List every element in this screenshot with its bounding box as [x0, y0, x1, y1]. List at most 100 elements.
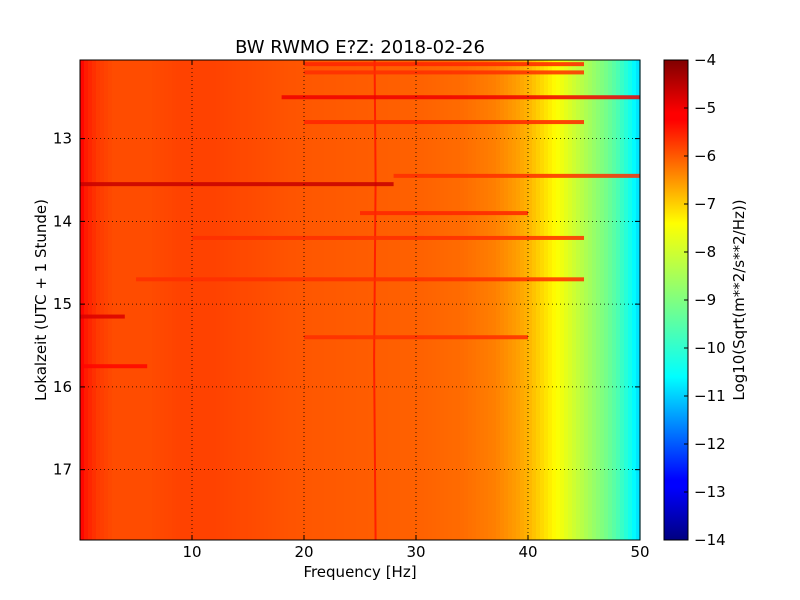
- heatmap-column: [316, 60, 321, 540]
- heatmap-band: [304, 335, 528, 340]
- heatmap-column: [152, 60, 157, 540]
- heatmap-column: [328, 60, 333, 540]
- heatmap-column: [496, 60, 501, 540]
- heatmap-column: [460, 60, 465, 540]
- heatmap-column: [100, 60, 105, 540]
- heatmap-column: [380, 60, 385, 540]
- heatmap-column: [140, 60, 145, 540]
- heatmap-column: [600, 60, 605, 540]
- heatmap-column: [356, 60, 361, 540]
- heatmap-column: [256, 60, 261, 540]
- colorbar-tick-label: −5: [694, 99, 716, 117]
- heatmap-column: [288, 60, 293, 540]
- heatmap-band: [304, 120, 584, 125]
- heatmap-column: [564, 60, 569, 540]
- heatmap-column: [216, 60, 221, 540]
- heatmap-column: [144, 60, 149, 540]
- heatmap-column: [472, 60, 477, 540]
- heatmap-column: [180, 60, 185, 540]
- heatmap-column: [588, 60, 593, 540]
- heatmap-column: [464, 60, 469, 540]
- colorbar-tick-label: −10: [694, 339, 726, 357]
- heatmap-column: [156, 60, 161, 540]
- heatmap-column: [524, 60, 529, 540]
- heatmap-column: [120, 60, 125, 540]
- heatmap-column: [88, 60, 93, 540]
- heatmap-column: [112, 60, 117, 540]
- y-axis-label: Lokalzeit (UTC + 1 Stunde): [32, 199, 50, 401]
- heatmap-band: [80, 182, 394, 187]
- heatmap-column: [500, 60, 505, 540]
- heatmap-column: [236, 60, 241, 540]
- heatmap-column: [272, 60, 277, 540]
- heatmap-column: [416, 60, 421, 540]
- y-tick-label: 16: [53, 378, 72, 396]
- heatmap-column: [96, 60, 101, 540]
- heatmap-column: [392, 60, 397, 540]
- heatmap-column: [492, 60, 497, 540]
- heatmap-column: [444, 60, 449, 540]
- heatmap-band: [136, 277, 584, 282]
- heatmap-column: [340, 60, 345, 540]
- colorbar-tick-label: −9: [694, 291, 716, 309]
- heatmap-column: [488, 60, 493, 540]
- heatmap-column: [432, 60, 437, 540]
- heatmap-column: [428, 60, 433, 540]
- heatmap-column: [296, 60, 301, 540]
- colorbar-ticks: −4 −5 −6 −7 −8 −9 −10 −11 −12 −13 −14: [684, 51, 726, 549]
- heatmap-column: [336, 60, 341, 540]
- heatmap-column: [448, 60, 453, 540]
- heatmap-column: [508, 60, 513, 540]
- heatmap-column: [592, 60, 597, 540]
- heatmap-column: [612, 60, 617, 540]
- heatmap-column: [576, 60, 581, 540]
- heatmap-column: [108, 60, 113, 540]
- heatmap-column: [184, 60, 189, 540]
- heatmap-column: [580, 60, 585, 540]
- heatmap-column: [104, 60, 109, 540]
- colorbar-tick-label: −4: [694, 51, 716, 69]
- chart-title: BW RWMO E?Z: 2018-02-26: [235, 37, 485, 58]
- y-tick-label: 17: [53, 461, 72, 479]
- heatmap-column: [172, 60, 177, 540]
- heatmap-column: [228, 60, 233, 540]
- heatmap-column: [512, 60, 517, 540]
- heatmap-column: [348, 60, 353, 540]
- heatmap-column: [168, 60, 173, 540]
- heatmap-column: [604, 60, 609, 540]
- x-tick-label: 50: [630, 543, 649, 561]
- heatmap-column: [292, 60, 297, 540]
- heatmap-column: [616, 60, 621, 540]
- colorbar-tick-label: −12: [694, 435, 726, 453]
- heatmap-column: [160, 60, 165, 540]
- heatmap-column: [516, 60, 521, 540]
- heatmap-column: [332, 60, 337, 540]
- heatmap-column: [132, 60, 137, 540]
- heatmap-column: [232, 60, 237, 540]
- heatmap-column: [176, 60, 181, 540]
- spectrogram-heatmap: [80, 59, 641, 541]
- heatmap-column: [264, 60, 269, 540]
- heatmap-band: [281, 95, 640, 100]
- colorbar-label: Log10(Sqrt(m**2/s**2/Hz)): [730, 199, 748, 400]
- x-tick-label: 40: [518, 543, 537, 561]
- heatmap-column: [188, 60, 193, 540]
- heatmap-band: [192, 235, 584, 240]
- heatmap-column: [624, 60, 629, 540]
- heatmap-column: [480, 60, 485, 540]
- heatmap-column: [456, 60, 461, 540]
- heatmap-column: [440, 60, 445, 540]
- x-tick-label: 20: [294, 543, 313, 561]
- heatmap-column: [304, 60, 309, 540]
- heatmap-column: [300, 60, 305, 540]
- heatmap-column: [408, 60, 413, 540]
- heatmap-column: [196, 60, 201, 540]
- y-tick-label: 14: [53, 212, 72, 230]
- heatmap-column: [276, 60, 281, 540]
- heatmap-column: [528, 60, 533, 540]
- heatmap-column: [280, 60, 285, 540]
- heatmap-column: [420, 60, 425, 540]
- heatmap-column: [636, 60, 641, 540]
- heatmap-column: [484, 60, 489, 540]
